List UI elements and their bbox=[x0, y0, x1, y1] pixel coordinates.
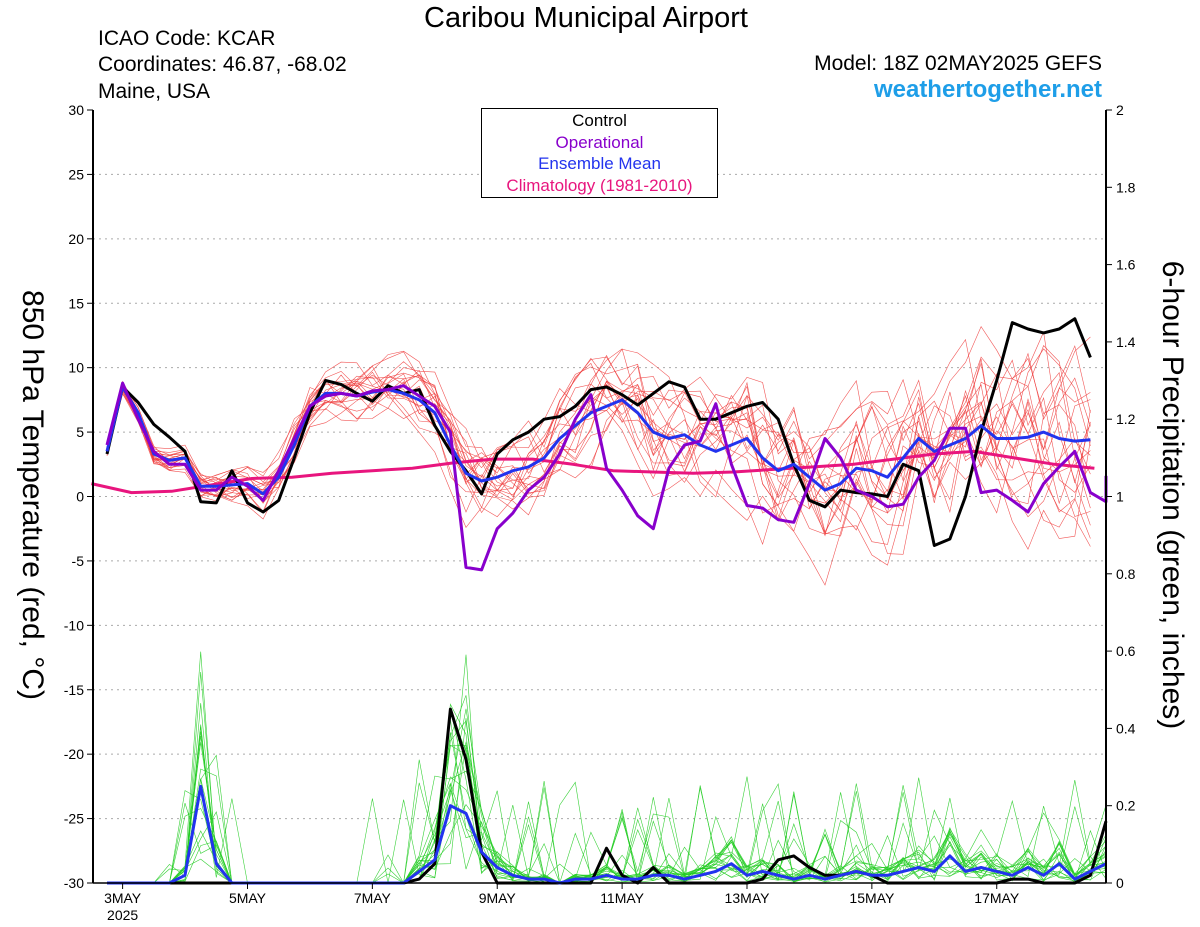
chart-title: Caribou Municipal Airport bbox=[424, 2, 748, 34]
x-tick-label: 7MAY bbox=[354, 890, 392, 906]
y-tick-label-left: 5 bbox=[76, 424, 84, 440]
ensemble-member-temp-line bbox=[106, 325, 1091, 586]
ensemble-member-temp-line bbox=[106, 350, 1091, 512]
ensemble-member-temp-line bbox=[106, 356, 1091, 537]
y-axis-label-left: 850 hPa Temperature (red, °C) bbox=[16, 290, 49, 700]
y-tick-label-right: 0.2 bbox=[1116, 798, 1136, 814]
y-axis-label-right: 6-hour Precipitation (green, inches) bbox=[1156, 260, 1189, 730]
y-tick-label-left: -10 bbox=[64, 617, 84, 633]
x-tick-sublabel: 2025 bbox=[107, 907, 138, 923]
ensemble-member-temp-line bbox=[106, 344, 1091, 566]
y-tick-label-right: 0.6 bbox=[1116, 643, 1136, 659]
y-tick-label-right: 1.6 bbox=[1116, 257, 1136, 273]
coordinates: Coordinates: 46.87, -68.02 bbox=[98, 53, 347, 76]
site-link[interactable]: weathertogether.net bbox=[873, 76, 1102, 103]
control-temp-line bbox=[105, 317, 1092, 547]
y-tick-label-right: 1 bbox=[1116, 489, 1124, 505]
legend-ensemble-mean: Ensemble Mean bbox=[538, 154, 661, 173]
operational-temp-line bbox=[105, 381, 1108, 572]
ensemble-member-temp-line bbox=[106, 357, 1091, 498]
ensemble-member-precip-line bbox=[107, 703, 1107, 884]
model-run: Model: 18Z 02MAY2025 GEFS bbox=[814, 52, 1102, 75]
y-tick-label-right: 1.4 bbox=[1116, 334, 1136, 350]
region: Maine, USA bbox=[98, 80, 211, 103]
x-tick-label: 5MAY bbox=[229, 890, 267, 906]
y-tick-label-right: 1.8 bbox=[1116, 179, 1136, 195]
legend: Control Operational Ensemble Mean Climat… bbox=[481, 108, 718, 198]
x-tick-label: 17MAY bbox=[974, 890, 1020, 906]
y-tick-label-left: 30 bbox=[68, 102, 84, 118]
x-tick-label: 15MAY bbox=[849, 890, 895, 906]
ensemble-member-precip-line bbox=[107, 719, 1107, 884]
ensemble-member-precip-line bbox=[107, 703, 1107, 884]
x-tick-label: 11MAY bbox=[600, 890, 644, 906]
y-tick-label-left: 25 bbox=[68, 166, 84, 182]
legend-climatology: Climatology (1981-2010) bbox=[506, 175, 693, 195]
climatology-line bbox=[91, 449, 1095, 495]
y-tick-label-left: 10 bbox=[68, 360, 84, 376]
ensemble-member-temp-line bbox=[106, 338, 1091, 533]
y-tick-label-left: -30 bbox=[64, 875, 84, 891]
y-tick-label-right: 0.8 bbox=[1116, 566, 1136, 582]
legend-control: Control bbox=[572, 111, 627, 130]
y-tick-label-right: 1.2 bbox=[1116, 411, 1136, 427]
icao-code: ICAO Code: KCAR bbox=[98, 27, 276, 50]
y-tick-label-right: 0.4 bbox=[1116, 720, 1136, 736]
y-tick-label-left: 0 bbox=[76, 489, 84, 505]
y-tick-label-left: -25 bbox=[64, 811, 84, 827]
legend-operational: Operational bbox=[555, 132, 644, 152]
y-tick-label-left: 20 bbox=[68, 231, 84, 247]
x-tick-label: 3MAY bbox=[104, 890, 142, 906]
y-tick-label-left: 15 bbox=[68, 295, 84, 311]
y-tick-label-left: -15 bbox=[64, 682, 84, 698]
y-tick-label-right: 0 bbox=[1116, 875, 1124, 891]
x-tick-label: 9MAY bbox=[479, 890, 517, 906]
y-tick-label-right: 2 bbox=[1116, 102, 1124, 118]
y-tick-label-left: -5 bbox=[72, 553, 85, 569]
y-tick-label-left: -20 bbox=[64, 746, 84, 762]
x-tick-label: 13MAY bbox=[725, 890, 771, 906]
